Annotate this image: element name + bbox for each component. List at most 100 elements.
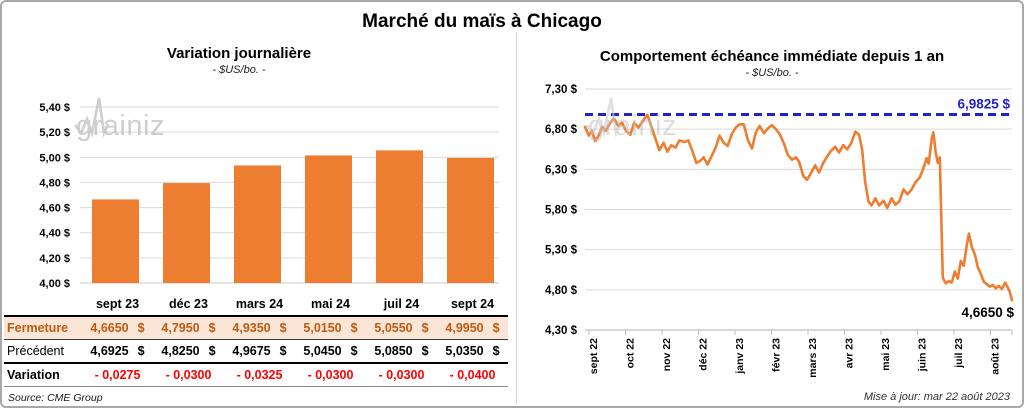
value-cell: 5,0550 $ — [366, 321, 437, 335]
contract-month-header: juil 24 — [383, 297, 420, 311]
high-value-label: 6,9825 $ — [957, 97, 1010, 112]
value-unit: $ — [421, 321, 429, 335]
x-axis-month-label: oct 22 — [625, 338, 637, 369]
table-row-close: Fermeture 4,6650 $4,7950 $4,9350 $5,0150 $5,0… — [4, 317, 508, 340]
last-value-label: 4,6650 $ — [961, 305, 1014, 320]
value-number: 4,9675 — [232, 344, 271, 358]
x-axis-month-label: mai 23 — [880, 338, 892, 371]
value-number: - 0,0300 — [378, 368, 425, 382]
y-axis-tick-label: 4,00 $ — [39, 278, 70, 290]
table-header-row: sept 23 déc 23 mars 24 mai 24 juil 24 sept 24 — [4, 293, 508, 317]
panel-divider — [516, 32, 517, 404]
bar-mars 24 — [234, 165, 281, 283]
bar-chart-title: Variation journalière — [166, 45, 312, 62]
row-label: Précédent — [7, 344, 64, 358]
value-cell: 5,0850 $ — [366, 344, 437, 358]
value-number: 5,0850 — [374, 344, 413, 358]
y-axis-tick-label: 5,00 $ — [39, 152, 70, 164]
contract-month-header: mars 24 — [235, 297, 284, 311]
x-axis-month-label: sept 22 — [588, 338, 600, 374]
y-axis-tick-label: 5,40 $ — [39, 102, 70, 114]
value-unit: $ — [208, 321, 216, 335]
x-axis-month-label: avr 23 — [844, 338, 856, 369]
y-axis-tick-label: 4,20 $ — [39, 253, 70, 265]
contract-month-header: mai 24 — [311, 297, 350, 311]
value-cell: 4,9675 $ — [224, 344, 295, 358]
value-number: 5,0450 — [303, 344, 342, 358]
value-cell: - 0,0300 — [295, 368, 366, 382]
y-axis-tick-label: 4,80 $ — [39, 177, 70, 189]
x-axis-month-label: août 23 — [990, 338, 1002, 375]
daily-variation-bar-chart: 5,40 $ 5,20 $ 5,00 $ 4,80 $ 4,60 $ 4,40 $ 4,20… — [39, 102, 499, 290]
value-unit: $ — [208, 344, 216, 358]
value-cell: 5,0450 $ — [295, 344, 366, 358]
value-cell: - 0,0400 — [437, 368, 508, 382]
value-cell: 4,6925 $ — [82, 344, 153, 358]
value-number: 4,8250 — [161, 344, 200, 358]
value-number: 5,0350 — [445, 344, 484, 358]
y-axis-tick-label: 5,20 $ — [39, 127, 70, 139]
value-unit: $ — [492, 344, 500, 358]
value-number: 4,9350 — [232, 321, 271, 335]
value-number: 4,7950 — [161, 321, 200, 335]
bar-sept 24 — [447, 157, 494, 283]
value-cell: - 0,0300 — [366, 368, 437, 382]
value-unit: $ — [350, 321, 358, 335]
value-cell: - 0,0325 — [224, 368, 295, 382]
update-note: Mise à jour: mar 22 août 2023 — [863, 391, 1010, 403]
x-axis-month-label: janv 23 — [734, 338, 746, 375]
line-chart-title: Comportement échéance immédiate depuis 1… — [599, 48, 945, 65]
source-note: Source: CME Group — [8, 392, 103, 404]
value-number: - 0,0325 — [236, 368, 283, 382]
value-unit: $ — [279, 321, 287, 335]
bar-déc 23 — [163, 183, 210, 283]
x-axis-month-label: juil 23 — [953, 338, 965, 369]
x-axis-month-label: mars 23 — [807, 338, 819, 378]
row-label: Fermeture — [7, 321, 69, 335]
value-number: - 0,0400 — [449, 368, 496, 382]
x-axis-month-label: févr 23 — [771, 338, 783, 372]
y-axis-tick-label: 4,30 $ — [545, 325, 578, 337]
value-cell: 4,9950 $ — [437, 321, 508, 335]
value-cell: 4,6650 $ — [82, 321, 153, 335]
y-axis-tick-label: 5,30 $ — [545, 245, 578, 257]
value-cell: - 0,0300 — [153, 368, 224, 382]
x-axis-month-label: juin 23 — [917, 338, 929, 372]
line-chart-unit: - $US/bo. - — [745, 67, 799, 79]
value-unit: $ — [350, 344, 358, 358]
value-unit: $ — [137, 344, 145, 358]
futures-quote-table: sept 23 déc 23 mars 24 mai 24 juil 24 sept 24… — [4, 293, 508, 387]
front-month-line-chart: 7,30 $ 6,80 $ 6,30 $ 5,80 $ 5,30 $ 4,80 $ 4,30… — [545, 84, 1014, 378]
contract-month-header: sept 24 — [450, 297, 495, 311]
price-line-series — [583, 113, 1014, 302]
page-title: Marché du maïs à Chicago — [362, 11, 602, 32]
y-axis-tick-label: 6,80 $ — [545, 124, 578, 136]
y-axis-tick-label: 4,40 $ — [39, 228, 70, 240]
y-axis-tick-label: 4,80 $ — [545, 285, 578, 297]
value-cell: 4,7950 $ — [153, 321, 224, 335]
value-number: 4,9950 — [445, 321, 484, 335]
y-axis-tick-label: 5,80 $ — [545, 205, 578, 217]
value-unit: $ — [279, 344, 287, 358]
table-row-variation: Variation - 0,0275 - 0,0300 - 0,0325 - 0,030… — [4, 364, 508, 387]
value-number: 5,0150 — [303, 321, 342, 335]
value-cell: 4,8250 $ — [153, 344, 224, 358]
contract-month-header: déc 23 — [169, 297, 208, 311]
bar-mai 24 — [305, 155, 352, 283]
value-unit: $ — [421, 344, 429, 358]
value-number: - 0,0300 — [307, 368, 354, 382]
bar-sept 23 — [92, 199, 139, 283]
value-number: 4,6925 — [90, 344, 129, 358]
contract-month-header: sept 23 — [95, 297, 140, 311]
value-cell: 4,9350 $ — [224, 321, 295, 335]
value-cell: - 0,0275 — [82, 368, 153, 382]
value-cell: 5,0150 $ — [295, 321, 366, 335]
y-axis-tick-label: 7,30 $ — [545, 84, 578, 96]
table-row-previous: Précédent 4,6925 $4,8250 $4,9675 $5,0450 $5,0… — [4, 340, 508, 364]
bar-juil 24 — [376, 150, 423, 283]
value-number: 4,6650 — [90, 321, 129, 335]
value-number: - 0,0300 — [165, 368, 212, 382]
bar-chart-unit: - $US/bo. - — [212, 64, 266, 76]
x-axis-month-label: nov 22 — [661, 338, 673, 371]
value-number: - 0,0275 — [94, 368, 141, 382]
